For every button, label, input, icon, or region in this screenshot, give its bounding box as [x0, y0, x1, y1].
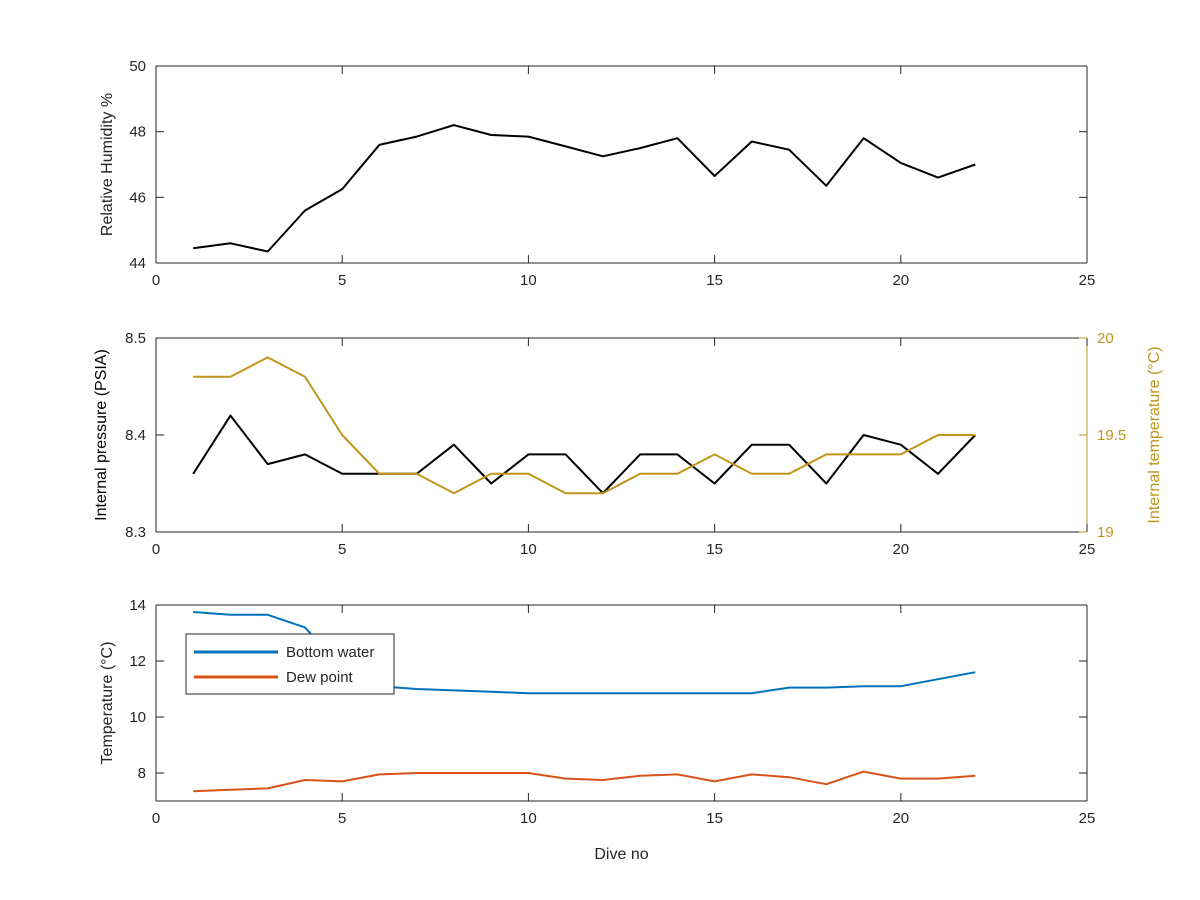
humidity-subplot: 0 5 10 15 20 25 44 46 48 50 Relative Humidity % [99, 58, 1095, 289]
y-axis-label: Temperature (°C) [99, 642, 116, 765]
x-tick-label: 25 [1079, 541, 1096, 558]
x-tick-label: 10 [520, 272, 537, 289]
y-tick-label: 10 [129, 709, 146, 726]
x-tick-label: 20 [892, 541, 909, 558]
x-tick-label: 5 [338, 810, 346, 827]
x-tick-label: 0 [152, 272, 160, 289]
y-axis-label: Relative Humidity % [99, 93, 116, 236]
y-tick-label: 8 [138, 765, 146, 782]
x-tick-label: 5 [338, 541, 346, 558]
y-tick-label: 8.5 [125, 330, 146, 347]
x-tick-label: 15 [706, 272, 723, 289]
y-tick-label: 14 [129, 597, 146, 614]
y-tick-label: 8.4 [125, 427, 146, 444]
x-axis-label: Dive no [594, 846, 648, 863]
x-tick-label: 10 [520, 810, 537, 827]
series-line-1 [193, 356, 976, 495]
y-tick-label: 12 [129, 653, 146, 670]
x-tick-label: 25 [1079, 810, 1096, 827]
pressure-temperature-subplot: 0 5 10 15 20 25 8.3 8.4 8.5 19 19.5 20 Internal temp… [93, 330, 1163, 558]
y2-tick-label: 20 [1097, 330, 1114, 347]
x-tick-label: 20 [892, 272, 909, 289]
y-tick-label: 44 [129, 255, 146, 272]
y-axis-label: Internal pressure (PSIA) [93, 349, 110, 521]
legend-label-dew-point: Dew point [286, 669, 354, 686]
x-tick-label: 15 [706, 810, 723, 827]
y-tick-label: 8.3 [125, 524, 146, 541]
series-line-dew-point [193, 770, 976, 793]
series-line-0 [192, 414, 977, 495]
y2-tick-label: 19.5 [1097, 427, 1126, 444]
temperature-subplot: 0 5 10 15 20 25 8 10 12 14 Temperature (°C) Dive no… [99, 597, 1095, 863]
x-tick-label: 25 [1079, 272, 1096, 289]
x-tick-label: 0 [152, 810, 160, 827]
y2-tick-label: 19 [1097, 524, 1114, 541]
x-tick-label: 15 [706, 541, 723, 558]
y-tick-label: 46 [129, 189, 146, 206]
legend: Bottom water Dew point [185, 633, 395, 695]
y-tick-label: 48 [129, 124, 146, 141]
x-tick-label: 0 [152, 541, 160, 558]
legend-label-bottom-water: Bottom water [286, 644, 374, 661]
y2-axis-label: Internal temperature (°C) [1146, 346, 1163, 523]
legend-box [185, 633, 395, 695]
y-tick-label: 50 [129, 58, 146, 75]
x-tick-label: 10 [520, 541, 537, 558]
x-tick-label: 5 [338, 272, 346, 289]
series-line-0 [193, 124, 976, 253]
x-tick-label: 20 [892, 810, 909, 827]
